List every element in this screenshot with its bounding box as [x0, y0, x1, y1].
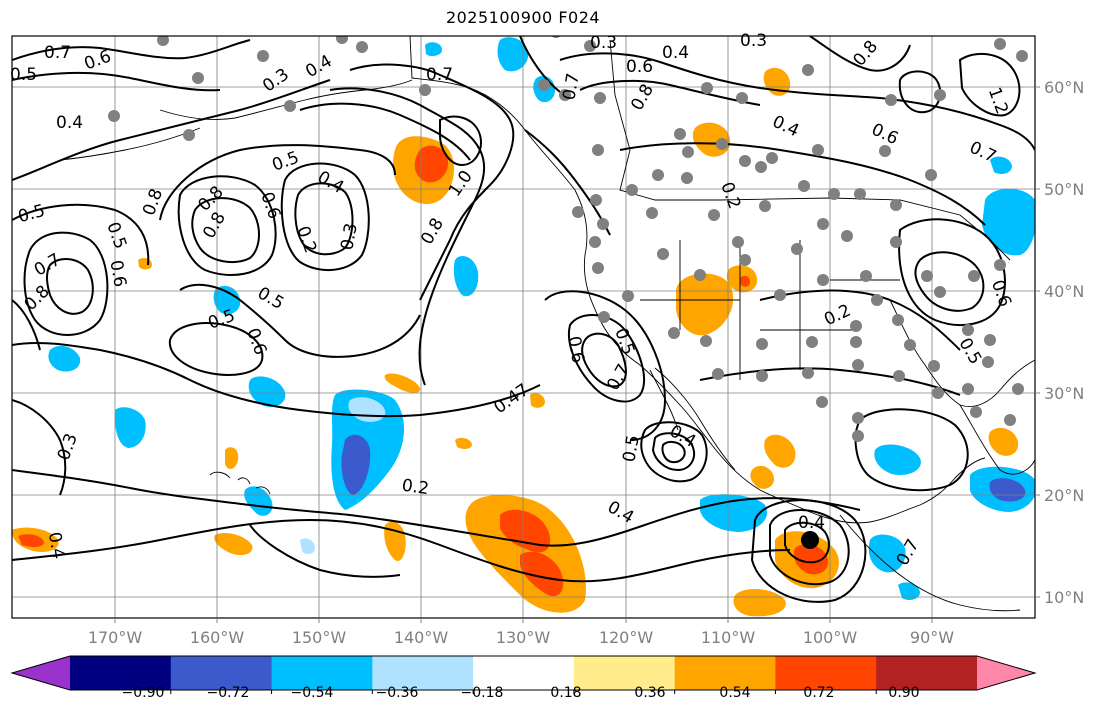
lat-ticks: [1035, 86, 1040, 598]
lon-label-130w: 130°W: [496, 628, 551, 647]
lon-label-90w: 90°W: [910, 628, 954, 647]
contour-label: 0.3: [590, 33, 617, 53]
contour-label: 0.7: [44, 43, 71, 63]
colorbar: [10, 655, 1037, 694]
station-markers: [108, 36, 1028, 442]
contour-lines: [12, 36, 1035, 603]
lon-label-110w: 110°W: [701, 628, 756, 647]
lat-label-10n: 10°N: [1044, 588, 1084, 607]
colorbar-extend-min: [12, 656, 70, 690]
longitude-labels: 170°W 160°W 150°W 140°W 130°W 120°W 110°…: [88, 628, 954, 647]
lon-ticks: [114, 618, 933, 623]
colorbar-segment: [876, 656, 978, 690]
colorbar-label: 0.90: [888, 685, 919, 701]
contour-label: 0.3: [740, 31, 767, 51]
lon-label-100w: 100°W: [803, 628, 858, 647]
contour-label: 0.2: [401, 476, 431, 500]
colorbar-segment: [170, 656, 273, 690]
colorbar-label: 0.18: [550, 685, 581, 701]
colorbar-segment: [573, 656, 676, 690]
colorbar-segment: [70, 656, 172, 690]
lon-label-170w: 170°W: [88, 628, 143, 647]
colorbar-outline: [10, 655, 1037, 691]
colorbar-label: −0.54: [291, 685, 334, 701]
storm-center-marker: [801, 531, 819, 549]
contour-label: 0.7: [559, 72, 583, 102]
lon-label-160w: 160°W: [190, 628, 245, 647]
colorbar-segment: [674, 656, 776, 690]
contour-label: 0.4: [56, 113, 83, 133]
map-title: 2025100900 F024: [445, 8, 601, 27]
colorbar-segment: [271, 656, 373, 690]
contour-label: 0.4: [44, 531, 68, 561]
colorbar-label: −0.90: [122, 685, 165, 701]
lon-label-140w: 140°W: [394, 628, 449, 647]
lat-label-50n: 50°N: [1044, 180, 1084, 199]
contour-label: 0.7: [426, 65, 453, 85]
colorbar-label: 0.54: [719, 685, 750, 701]
colorbar-label: −0.18: [461, 685, 504, 701]
lat-label-20n: 20°N: [1044, 486, 1084, 505]
contour-label: 0.3: [337, 222, 361, 252]
contour-label: 0.4: [662, 43, 689, 63]
contour-label: 0.5: [10, 65, 37, 85]
lat-label-60n: 60°N: [1044, 78, 1084, 97]
lon-label-120w: 120°W: [599, 628, 654, 647]
colorbar-label: 0.72: [803, 685, 834, 701]
colorbar-extend-max: [977, 656, 1035, 690]
contour-label: 0.5: [619, 434, 643, 464]
contour-label: 0.6: [105, 259, 129, 289]
lat-label-30n: 30°N: [1044, 384, 1084, 403]
lat-label-40n: 40°N: [1044, 282, 1084, 301]
colorbar-label: −0.72: [207, 685, 250, 701]
contour-label: 0.6: [563, 335, 587, 365]
latitude-labels: 60°N 50°N 40°N 30°N 20°N 10°N: [1044, 78, 1084, 607]
contour-label: 0.4: [798, 513, 825, 533]
colorbar-label: −0.36: [376, 685, 419, 701]
contour-label: 0.6: [626, 57, 653, 77]
colorbar-label: 0.36: [634, 685, 665, 701]
colorbar-segment: [775, 656, 877, 690]
colorbar-labels: −0.90 −0.72 −0.54 −0.36 −0.18 0.18 0.36 …: [122, 685, 920, 701]
colorbar-segment: [473, 656, 575, 690]
colorbar-segment: [372, 656, 474, 690]
lon-label-150w: 150°W: [292, 628, 347, 647]
